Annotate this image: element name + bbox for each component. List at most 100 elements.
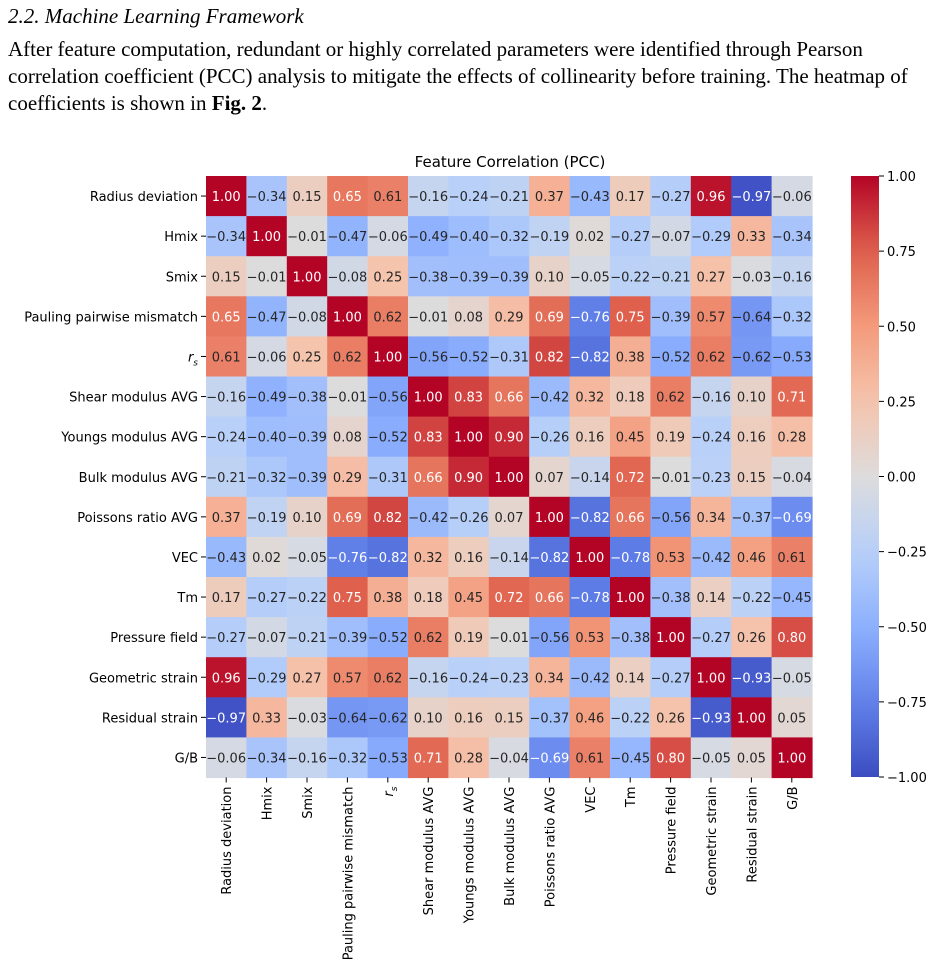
cell-value-label: −0.37 bbox=[731, 511, 771, 526]
cell-value-label: −0.53 bbox=[772, 350, 812, 365]
cell-value-label: −0.39 bbox=[287, 431, 327, 446]
heatmap-cell bbox=[529, 536, 571, 578]
heatmap-cell bbox=[327, 376, 369, 418]
figure-reference: Fig. 2 bbox=[211, 91, 262, 115]
cell-value-label: −0.52 bbox=[651, 350, 691, 365]
cell-value-label: 0.96 bbox=[697, 190, 726, 205]
cell-value-label: −0.27 bbox=[651, 190, 691, 205]
heatmap-cell bbox=[690, 617, 732, 658]
cell-value-label: −0.16 bbox=[691, 391, 731, 406]
cell-value-label: −0.56 bbox=[529, 631, 569, 646]
cell-value-label: −0.27 bbox=[206, 631, 246, 646]
heatmap-cell bbox=[327, 216, 369, 257]
x-label-geometric-strain: Geometric strain bbox=[705, 787, 720, 896]
colorbar-tick-label: −0.25 bbox=[887, 546, 927, 561]
heatmap-cell bbox=[610, 376, 651, 418]
cell-value-label: −0.38 bbox=[408, 270, 448, 285]
cell-value-label: −0.38 bbox=[610, 631, 650, 646]
cell-value-label: −0.64 bbox=[327, 711, 367, 726]
cell-value-label: 1.00 bbox=[373, 350, 402, 365]
cell-value-label: 0.05 bbox=[777, 711, 806, 726]
cell-value-label: −0.03 bbox=[731, 270, 771, 285]
heatmap-cell bbox=[731, 577, 773, 618]
cell-value-label: 0.10 bbox=[293, 511, 322, 526]
heatmap-cell bbox=[448, 256, 490, 297]
cell-value-label: −0.40 bbox=[247, 431, 287, 446]
heatmap-cell bbox=[690, 296, 732, 337]
cell-value-label: 0.17 bbox=[616, 190, 645, 205]
x-label-r-s: rs bbox=[382, 786, 400, 796]
cell-value-label: −0.56 bbox=[408, 350, 448, 365]
cell-value-label: −0.42 bbox=[529, 391, 569, 406]
cell-value-label: 0.29 bbox=[495, 310, 524, 325]
cell-value-label: 1.00 bbox=[737, 711, 766, 726]
cell-value-label: −0.27 bbox=[610, 230, 650, 245]
heatmap-cell bbox=[529, 737, 571, 779]
heatmap-cell bbox=[529, 256, 571, 297]
cell-value-label: 0.80 bbox=[656, 751, 685, 766]
cell-value-label: 0.19 bbox=[656, 431, 685, 446]
heatmap-cell bbox=[771, 737, 813, 779]
colorbar-tick-label: −1.00 bbox=[887, 771, 927, 786]
cell-value-label: −0.40 bbox=[449, 230, 489, 245]
heatmap-cell bbox=[408, 296, 449, 337]
cell-value-label: −0.06 bbox=[368, 230, 408, 245]
heatmap-cell bbox=[206, 456, 247, 498]
heatmap-cell bbox=[367, 617, 409, 658]
x-label-g-b: G/B bbox=[786, 787, 801, 810]
cell-value-label: 0.15 bbox=[737, 471, 766, 486]
y-label-youngs-modulus-avg: Youngs modulus AVG bbox=[60, 431, 198, 446]
cell-value-label: 0.28 bbox=[454, 751, 483, 766]
x-label-hmix: Hmix bbox=[261, 786, 276, 820]
heatmap-cell bbox=[286, 216, 328, 257]
heatmap-cell bbox=[610, 697, 651, 738]
y-label-tm: Tm bbox=[176, 591, 198, 606]
heatmap-cell bbox=[206, 577, 247, 618]
cell-value-label: 1.00 bbox=[333, 310, 362, 325]
heatmap-cell bbox=[286, 256, 328, 297]
cell-value-label: 0.46 bbox=[737, 551, 766, 566]
cell-value-label: 0.57 bbox=[697, 310, 726, 325]
cell-value-label: 0.90 bbox=[495, 431, 524, 446]
cell-value-label: −0.43 bbox=[206, 551, 246, 566]
cell-value-label: −0.45 bbox=[610, 751, 650, 766]
cell-value-label: 1.00 bbox=[575, 551, 604, 566]
heatmap-cell bbox=[690, 416, 732, 458]
cell-value-label: −0.53 bbox=[368, 751, 408, 766]
y-label-smix: Smix bbox=[166, 270, 199, 285]
heatmap-cell bbox=[610, 657, 651, 698]
x-label-smix: Smix bbox=[301, 786, 316, 819]
heatmap-cell bbox=[286, 376, 328, 418]
cell-value-label: 0.69 bbox=[535, 310, 564, 325]
cell-value-label: 0.08 bbox=[454, 310, 483, 325]
heatmap-cell bbox=[448, 737, 490, 779]
cell-value-label: −0.04 bbox=[772, 471, 812, 486]
heatmap-cell bbox=[246, 617, 288, 658]
heatmap-cell bbox=[448, 216, 490, 257]
cell-value-label: −0.06 bbox=[772, 190, 812, 205]
colorbar-tick-label: 0.25 bbox=[887, 395, 916, 410]
cell-value-label: 1.00 bbox=[697, 671, 726, 686]
heatmap-cell bbox=[327, 176, 369, 217]
cell-value-label: −0.69 bbox=[772, 511, 812, 526]
heatmap-cell bbox=[246, 216, 288, 257]
cell-value-label: 0.82 bbox=[535, 350, 564, 365]
cell-value-label: −0.24 bbox=[206, 431, 246, 446]
cell-value-label: −0.56 bbox=[651, 511, 691, 526]
cell-value-label: 0.72 bbox=[616, 471, 645, 486]
heatmap-cell bbox=[610, 496, 651, 538]
cell-value-label: −0.34 bbox=[772, 230, 812, 245]
heatmap-cell bbox=[771, 416, 813, 458]
heatmap-cell bbox=[690, 577, 732, 618]
heatmap-cell bbox=[690, 176, 732, 217]
heatmap-cell bbox=[569, 536, 611, 578]
cell-value-label: −0.27 bbox=[651, 671, 691, 686]
heatmap-cell bbox=[731, 416, 773, 458]
heatmap-cell bbox=[327, 617, 369, 658]
cell-value-label: 0.16 bbox=[575, 431, 604, 446]
cell-value-label: 0.17 bbox=[212, 591, 241, 606]
heatmap-cell bbox=[367, 657, 409, 698]
cell-value-label: −0.05 bbox=[691, 751, 731, 766]
cell-value-label: −0.19 bbox=[247, 511, 287, 526]
cell-value-label: 0.82 bbox=[373, 511, 402, 526]
